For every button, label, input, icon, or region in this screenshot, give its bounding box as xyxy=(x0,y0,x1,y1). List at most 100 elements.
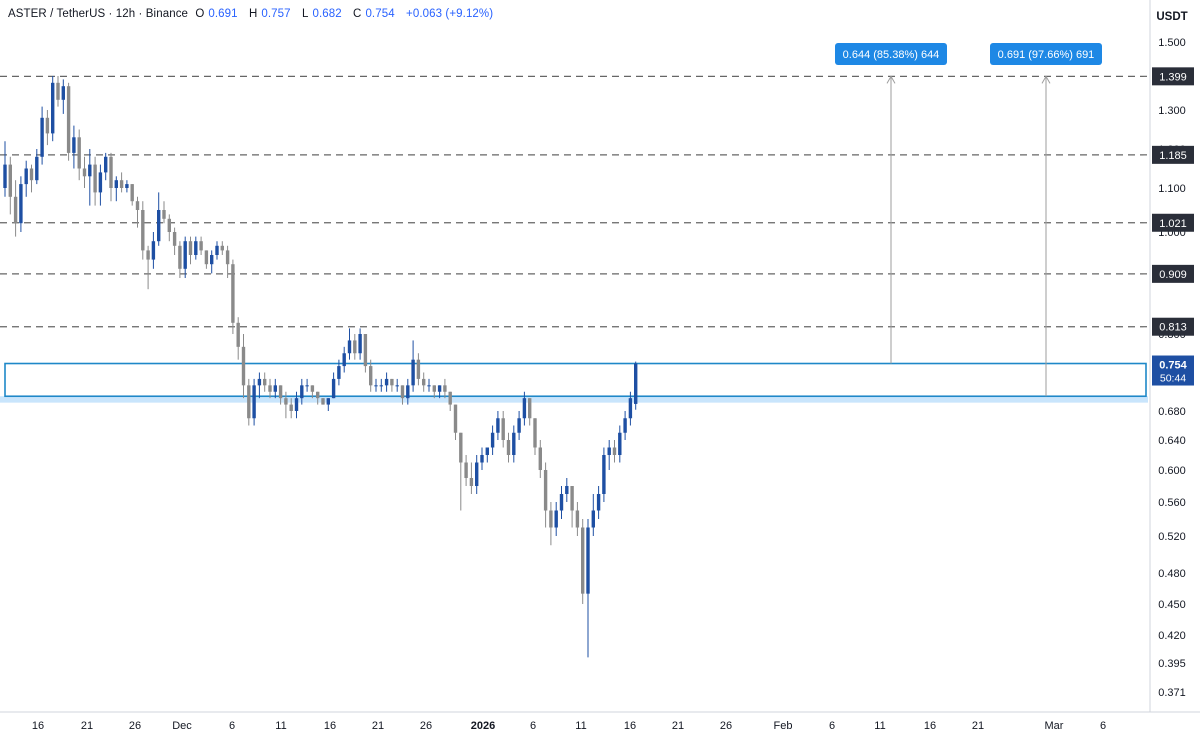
x-tick-label: 16 xyxy=(324,720,336,732)
level-badge-label-2: 1.021 xyxy=(1159,218,1187,230)
candle-body xyxy=(45,117,50,134)
y-tick-label: 0.680 xyxy=(1158,406,1186,418)
projection-label-0: 0.644 (85.38%) 644 xyxy=(843,49,940,61)
level-badge-label-1: 1.185 xyxy=(1159,150,1187,162)
projection-label-bg-0 xyxy=(835,43,947,65)
candle-body xyxy=(612,447,617,455)
candle-body xyxy=(517,418,521,433)
candle-body xyxy=(559,494,564,511)
candle-body xyxy=(199,241,203,251)
candle-body xyxy=(618,432,622,455)
candle-body xyxy=(278,385,283,399)
candle-body xyxy=(490,432,495,448)
candle-body xyxy=(543,470,548,511)
candle-body xyxy=(395,385,399,387)
y-tick-label: 0.640 xyxy=(1158,435,1186,447)
resistance-zone[interactable] xyxy=(4,362,1147,398)
level-badge-3 xyxy=(1152,264,1194,283)
level-badge-label-3: 0.909 xyxy=(1159,269,1187,281)
candle-body xyxy=(263,378,267,386)
candle-body xyxy=(464,462,468,478)
candle-body xyxy=(204,250,209,265)
x-tick-label: 11 xyxy=(575,720,586,732)
candle-body xyxy=(104,156,108,173)
projection-label-1: 0.691 (97.66%) 691 xyxy=(998,49,1095,61)
candle-body xyxy=(581,527,585,594)
candle-body xyxy=(501,418,505,440)
candle-body xyxy=(35,156,39,181)
candle-body xyxy=(178,245,182,269)
candle-body xyxy=(109,156,113,188)
y-tick-label: 0.560 xyxy=(1158,497,1186,509)
candle-body xyxy=(485,447,489,455)
candle-body xyxy=(480,455,484,463)
candle-body xyxy=(268,385,272,392)
level-badge-2 xyxy=(1152,213,1194,232)
candle-body xyxy=(130,184,134,202)
current-price-label: 0.754 xyxy=(1159,360,1187,372)
chart-legend: ASTER / TetherUS · 12h · Binance O 0.691 … xyxy=(8,8,497,20)
candle-body xyxy=(125,184,129,188)
candle-body xyxy=(400,385,405,399)
candle-body xyxy=(390,378,394,386)
candle-body xyxy=(591,510,595,528)
x-tick-label: Feb xyxy=(774,720,793,732)
x-tick-label: 21 xyxy=(372,720,384,732)
candle-body xyxy=(183,241,187,269)
candle-body xyxy=(432,385,436,392)
candle-body xyxy=(475,462,479,486)
x-tick-label: 6 xyxy=(1100,720,1106,732)
candle-body xyxy=(61,86,65,100)
level-badge-1 xyxy=(1152,145,1194,164)
y-tick-label: 1.100 xyxy=(1158,183,1186,195)
candle-body xyxy=(294,398,299,411)
candle-body xyxy=(326,398,330,405)
x-tick-label: 6 xyxy=(829,720,835,732)
candle-body xyxy=(363,334,368,367)
candle-body xyxy=(310,385,315,392)
candle-body xyxy=(241,346,246,386)
x-tick-label: 16 xyxy=(624,720,636,732)
x-tick-label: 26 xyxy=(420,720,432,732)
support-band xyxy=(0,396,1148,403)
symbol-title[interactable]: ASTER / TetherUS · 12h · Binance xyxy=(8,8,189,20)
candle-body xyxy=(496,418,500,433)
x-tick-label: Mar xyxy=(1045,720,1064,732)
candle-body xyxy=(8,164,12,197)
candle-body xyxy=(528,398,532,419)
x-tick-label: Dec xyxy=(172,720,192,732)
candle-body xyxy=(586,527,590,594)
level-badge-0 xyxy=(1152,67,1194,86)
candle-body xyxy=(72,137,76,153)
candle-body xyxy=(628,398,633,419)
candle-body xyxy=(331,378,336,399)
y-tick-label: 1.500 xyxy=(1158,37,1186,49)
close-value: C 0.754 xyxy=(353,8,395,20)
y-tick-label: 0.395 xyxy=(1158,658,1186,670)
candle-body xyxy=(538,447,542,470)
x-tick-label: 16 xyxy=(32,720,44,732)
candle-body xyxy=(119,180,124,188)
y-tick-label: 0.480 xyxy=(1158,568,1186,580)
open-value: O 0.691 xyxy=(195,8,238,20)
candle-body xyxy=(379,385,383,387)
candle-body xyxy=(247,385,251,419)
candle-body xyxy=(3,164,7,188)
candle-body xyxy=(13,196,18,224)
x-tick-label: 26 xyxy=(129,720,141,732)
candle-body xyxy=(427,385,431,387)
candle-body xyxy=(549,510,553,528)
x-tick-label: 26 xyxy=(720,720,732,732)
candle-body xyxy=(321,398,325,405)
candle-body xyxy=(596,494,601,511)
x-tick-label: 21 xyxy=(672,720,684,732)
countdown-label: 50:44 xyxy=(1160,373,1186,385)
x-tick-label: 2026 xyxy=(471,720,495,732)
x-tick-label: 11 xyxy=(874,720,885,732)
candle-body xyxy=(88,164,92,177)
high-value: H 0.757 xyxy=(248,8,291,20)
candle-body xyxy=(337,366,341,379)
candle-body xyxy=(300,385,304,399)
candle-body xyxy=(437,385,442,392)
